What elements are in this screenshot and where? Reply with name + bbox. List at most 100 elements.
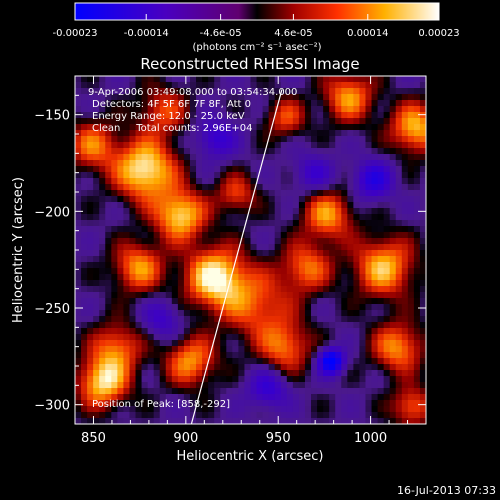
heatmap-cell bbox=[383, 82, 391, 89]
heatmap-cell bbox=[419, 244, 426, 251]
heatmap-cell bbox=[401, 400, 409, 407]
heatmap-cell bbox=[262, 142, 270, 149]
heatmap-cell bbox=[226, 118, 233, 125]
heatmap-cell bbox=[317, 268, 324, 275]
heatmap-cell bbox=[395, 328, 403, 335]
heatmap-cell bbox=[250, 274, 257, 281]
heatmap-cell bbox=[208, 226, 215, 233]
heatmap-cell bbox=[365, 316, 372, 323]
heatmap-cell bbox=[395, 136, 403, 143]
heatmap-cell bbox=[347, 286, 354, 293]
heatmap-cell bbox=[93, 304, 100, 311]
heatmap-cell bbox=[298, 310, 306, 317]
heatmap-cell bbox=[389, 202, 397, 209]
heatmap-cell bbox=[220, 274, 227, 281]
heatmap-cell bbox=[407, 100, 415, 107]
heatmap-cell bbox=[99, 400, 106, 407]
heatmap-cell bbox=[135, 280, 142, 287]
heatmap-cell bbox=[383, 208, 391, 215]
heatmap-cell bbox=[377, 370, 385, 377]
heatmap-cell bbox=[413, 322, 421, 329]
heatmap-cell bbox=[268, 190, 276, 197]
heatmap-cell bbox=[232, 406, 239, 413]
heatmap-cell bbox=[214, 328, 221, 335]
heatmap-cell bbox=[256, 340, 263, 347]
heatmap-cell bbox=[244, 124, 251, 131]
heatmap-cell bbox=[311, 310, 318, 317]
heatmap-cell bbox=[419, 124, 426, 131]
heatmap-cell bbox=[323, 334, 330, 341]
heatmap-cell bbox=[220, 220, 227, 227]
heatmap-cell bbox=[280, 370, 288, 377]
heatmap-cell bbox=[123, 148, 130, 155]
heatmap-cell bbox=[171, 82, 179, 89]
heatmap-cell bbox=[304, 94, 312, 101]
heatmap-cell bbox=[280, 244, 288, 251]
heatmap-cell bbox=[111, 130, 118, 137]
heatmap-cell bbox=[105, 400, 112, 407]
heatmap-cell bbox=[317, 172, 324, 179]
heatmap-cell bbox=[214, 322, 221, 329]
heatmap-cell bbox=[159, 172, 167, 179]
heatmap-cell bbox=[87, 160, 94, 167]
heatmap-cell bbox=[304, 250, 312, 257]
heatmap-cell bbox=[189, 196, 197, 203]
heatmap-cell bbox=[413, 262, 421, 269]
heatmap-cell bbox=[304, 232, 312, 239]
heatmap-cell bbox=[208, 370, 215, 377]
heatmap-cell bbox=[220, 184, 227, 191]
heatmap-cell bbox=[153, 172, 161, 179]
heatmap-cell bbox=[286, 160, 294, 167]
heatmap-cell bbox=[111, 286, 118, 293]
heatmap-cell bbox=[99, 250, 106, 257]
heatmap-cell bbox=[81, 118, 88, 125]
heatmap-cell bbox=[292, 214, 300, 221]
heatmap-cell bbox=[159, 142, 167, 149]
heatmap-cell bbox=[123, 106, 130, 113]
heatmap-cell bbox=[81, 412, 88, 419]
heatmap-cell bbox=[177, 346, 185, 353]
heatmap-cell bbox=[171, 292, 179, 299]
heatmap-cell bbox=[196, 244, 203, 251]
heatmap-cell bbox=[93, 154, 100, 161]
heatmap-cell bbox=[250, 208, 257, 215]
heatmap-cell bbox=[419, 268, 426, 275]
heatmap-cell bbox=[220, 292, 227, 299]
heatmap-cell bbox=[81, 214, 88, 221]
heatmap-cell bbox=[111, 274, 118, 281]
heatmap-cell bbox=[292, 358, 300, 365]
heatmap-cell bbox=[317, 166, 324, 173]
heatmap-cell bbox=[407, 280, 415, 287]
heatmap-cell bbox=[111, 352, 118, 359]
heatmap-cell bbox=[159, 226, 167, 233]
heatmap-cell bbox=[117, 124, 124, 131]
heatmap-cell bbox=[256, 358, 263, 365]
heatmap-cell bbox=[395, 388, 403, 395]
heatmap-cell bbox=[389, 412, 397, 419]
heatmap-cell bbox=[123, 250, 130, 257]
heatmap-cell bbox=[419, 190, 426, 197]
heatmap-cell bbox=[389, 256, 397, 263]
heatmap-cell bbox=[256, 316, 263, 323]
heatmap-cell bbox=[244, 184, 251, 191]
colorbar-tick-label: -4.6e-05 bbox=[200, 28, 242, 39]
heatmap-cell bbox=[311, 118, 318, 125]
heatmap-cell bbox=[262, 112, 270, 119]
heatmap-cell bbox=[359, 106, 366, 113]
heatmap-cell bbox=[304, 190, 312, 197]
heatmap-cell bbox=[280, 232, 288, 239]
x-tick-label: 900 bbox=[173, 431, 198, 446]
heatmap-cell bbox=[292, 256, 300, 263]
heatmap-cell bbox=[87, 82, 94, 89]
heatmap-cell bbox=[135, 310, 142, 317]
heatmap-cell bbox=[196, 208, 203, 215]
heatmap-cell bbox=[189, 388, 197, 395]
heatmap-cell bbox=[329, 322, 336, 329]
heatmap-cell bbox=[232, 394, 239, 401]
heatmap-cell bbox=[341, 280, 348, 287]
heatmap-cell bbox=[75, 184, 82, 191]
heatmap-cell bbox=[419, 370, 426, 377]
heatmap-cell bbox=[147, 346, 155, 353]
heatmap-cell bbox=[353, 88, 360, 95]
heatmap-cell bbox=[298, 256, 306, 263]
